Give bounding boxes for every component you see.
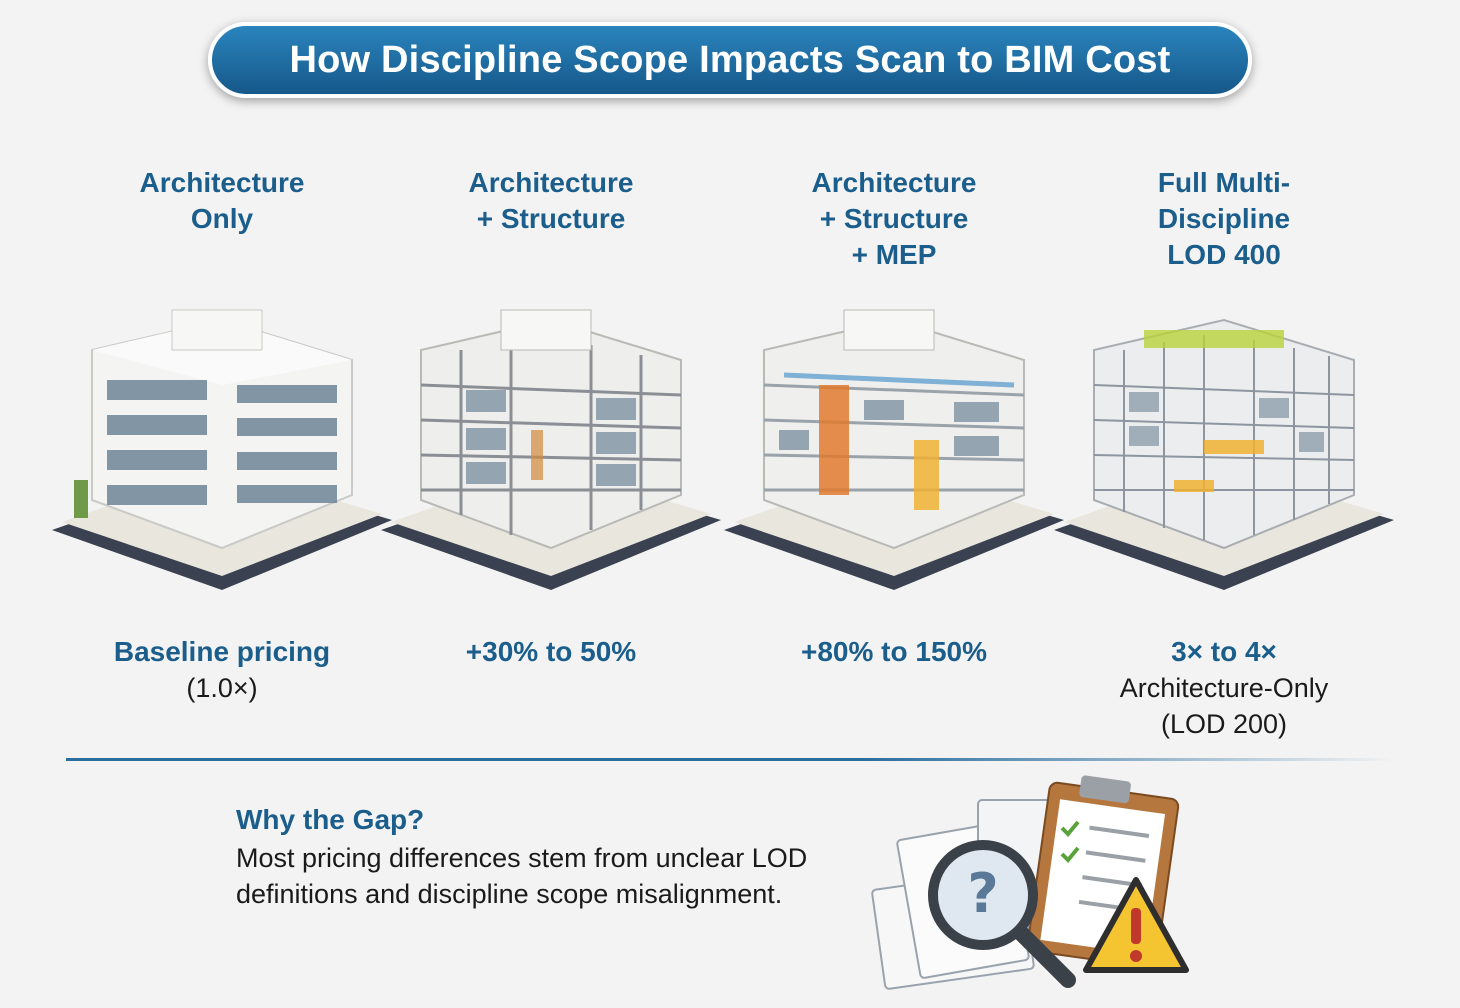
gap-body: Most pricing differences stem from uncle… (236, 843, 808, 909)
tier-architecture-only: Architecture Only Baseline pricing (1.0×… (52, 0, 392, 760)
tier-full-multi-discipline: Full Multi- Discipline LOD 400 3× to 4× … (1054, 0, 1394, 760)
gap-title: Why the Gap? (236, 804, 425, 835)
magnifier-question-icon: ? (928, 840, 1076, 988)
tier-label: Architecture + Structure (468, 167, 634, 234)
building-lod400-icon (1054, 318, 1394, 590)
tier-cost: +30% to 50% (465, 636, 637, 667)
warning-icon (1083, 877, 1189, 973)
building-architecture-icon (52, 309, 392, 590)
tier-note: Architecture-Only (LOD 200) (1119, 673, 1329, 739)
tier-cost: Baseline pricing (113, 636, 331, 667)
tier-note: (1.0×) (186, 673, 258, 703)
tier-architecture-structure-mep: Architecture + Structure + MEP +80% to 1… (724, 0, 1064, 760)
tier-cost: +80% to 150% (801, 636, 987, 667)
page-title: How Discipline Scope Impacts Scan to BIM… (289, 38, 1171, 81)
tier-architecture-structure: Architecture + Structure +30% to 50% (381, 0, 721, 760)
building-structure-icon (381, 309, 721, 590)
building-mep-icon (724, 309, 1064, 590)
tier-cost: 3× to 4× (1171, 636, 1277, 667)
illustration: ? (871, 775, 1189, 990)
title-banner: How Discipline Scope Impacts Scan to BIM… (208, 22, 1252, 98)
svg-text:?: ? (967, 862, 998, 925)
section-divider (66, 758, 1396, 761)
tier-label: Full Multi- Discipline LOD 400 (1157, 167, 1291, 270)
tier-label: Architecture + Structure + MEP (811, 167, 977, 270)
tier-label: Architecture Only (139, 167, 305, 234)
